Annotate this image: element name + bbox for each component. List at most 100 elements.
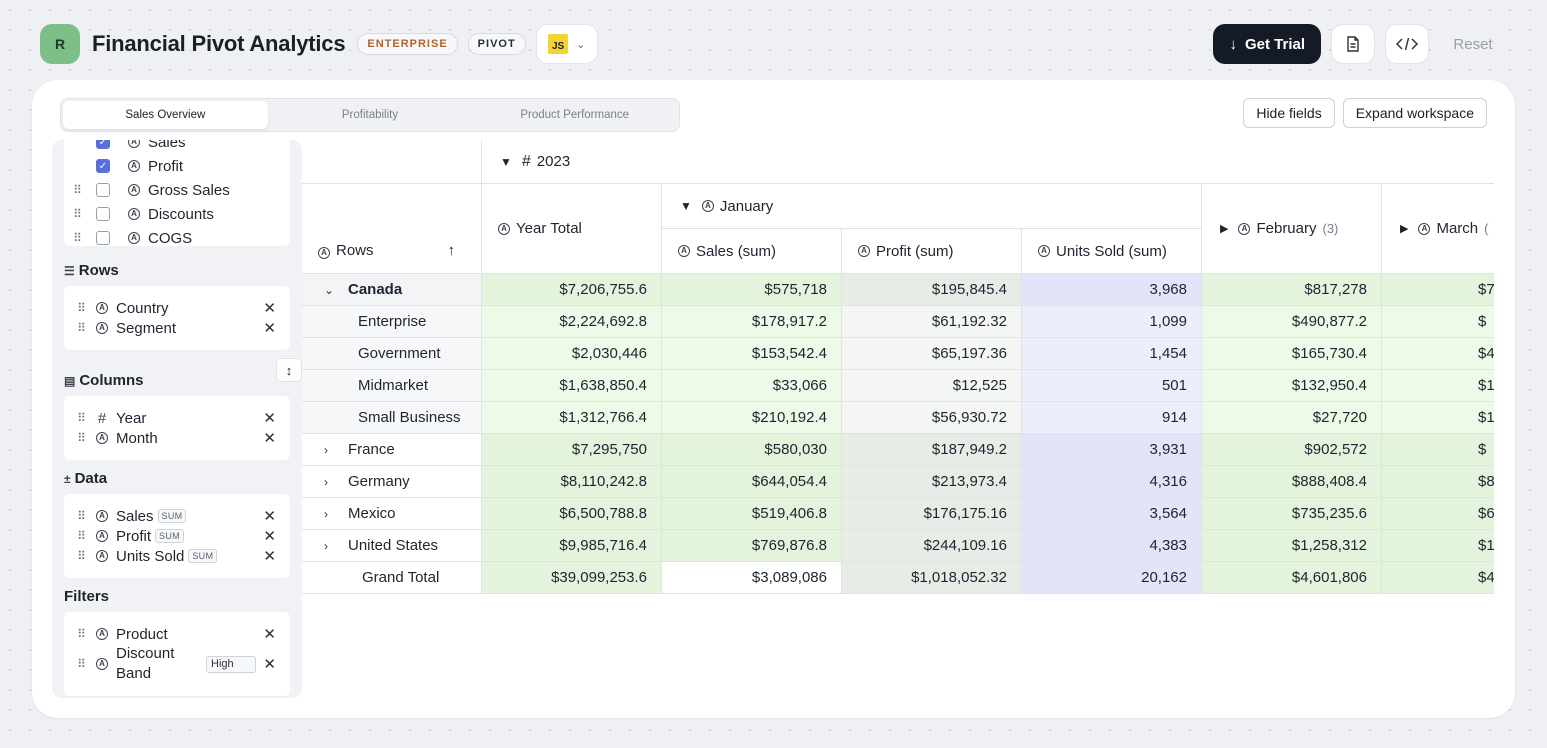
month-header-january[interactable]: ▼ A January: [662, 184, 1202, 229]
remove-icon[interactable]: ✕: [263, 656, 276, 673]
aggregation-tag[interactable]: SUM: [155, 529, 184, 543]
language-select[interactable]: JS ⌄: [535, 24, 598, 64]
value-cell[interactable]: $61,192.32: [842, 306, 1022, 338]
expand-chevron-icon[interactable]: ›: [324, 538, 328, 553]
value-cell[interactable]: 1,099: [1022, 306, 1202, 338]
aggregation-tag[interactable]: SUM: [188, 549, 218, 563]
value-cell[interactable]: $1,018,052.32: [842, 562, 1022, 594]
value-cell[interactable]: $165,730.4: [1202, 338, 1382, 370]
row-header[interactable]: Midmarket: [302, 370, 482, 402]
data-item[interactable]: ⠿ A Sales SUM ✕: [76, 506, 302, 526]
value-cell[interactable]: $33,066: [662, 370, 842, 402]
drag-handle-icon[interactable]: ⠿: [77, 321, 86, 335]
filter-value-select[interactable]: High: [206, 655, 256, 673]
measure-header[interactable]: A Profit (sum): [842, 229, 1022, 274]
row-header[interactable]: Government: [302, 338, 482, 370]
value-cell[interactable]: $: [1382, 434, 1494, 466]
get-trial-button[interactable]: ↓ Get Trial: [1213, 24, 1321, 64]
remove-icon[interactable]: ✕: [263, 548, 276, 565]
value-cell[interactable]: $2,224,692.8: [482, 306, 662, 338]
value-cell[interactable]: 501: [1022, 370, 1202, 402]
drag-handle-icon[interactable]: ⠿: [77, 549, 86, 563]
expand-chevron-icon[interactable]: ›: [324, 506, 328, 521]
value-cell[interactable]: $67: [1382, 498, 1494, 530]
collapse-chevron-icon[interactable]: ⌄: [324, 282, 335, 297]
value-cell[interactable]: $195,845.4: [842, 274, 1022, 306]
value-cell[interactable]: 1,454: [1022, 338, 1202, 370]
drag-handle-icon[interactable]: ⠿: [77, 529, 86, 543]
year-header[interactable]: ▼ # 2023: [482, 140, 1494, 184]
value-cell[interactable]: $132,950.4: [1202, 370, 1382, 402]
checkbox-discounts[interactable]: [96, 207, 110, 221]
checkbox-cogs[interactable]: [96, 231, 110, 245]
value-cell[interactable]: $7,206,755.6: [482, 274, 662, 306]
drag-handle-icon[interactable]: ⠿: [77, 657, 86, 671]
remove-icon[interactable]: ✕: [263, 528, 276, 545]
value-cell[interactable]: $213,973.4: [842, 466, 1022, 498]
filter-item[interactable]: ⠿ A Product ✕: [76, 624, 302, 644]
rows-item[interactable]: ⠿ A Segment ✕: [76, 318, 302, 338]
value-cell[interactable]: $10: [1382, 402, 1494, 434]
value-cell[interactable]: $1,258,312: [1202, 530, 1382, 562]
row-header[interactable]: Enterprise: [302, 306, 482, 338]
remove-icon[interactable]: ✕: [263, 410, 276, 427]
value-cell[interactable]: $888,408.4: [1202, 466, 1382, 498]
avatar[interactable]: R: [40, 24, 80, 64]
expand-workspace-button[interactable]: Expand workspace: [1342, 98, 1487, 128]
drag-handle-icon[interactable]: ⠿: [77, 509, 86, 523]
remove-icon[interactable]: ✕: [263, 320, 276, 337]
value-cell[interactable]: $769,876.8: [662, 530, 842, 562]
value-cell[interactable]: $1,638,850.4: [482, 370, 662, 402]
value-cell[interactable]: $1,312,766.4: [482, 402, 662, 434]
hide-fields-button[interactable]: Hide fields: [1243, 98, 1335, 128]
checkbox-profit[interactable]: ✓: [96, 159, 110, 173]
expand-triangle-icon[interactable]: ▶: [1220, 223, 1229, 235]
value-cell[interactable]: 3,931: [1022, 434, 1202, 466]
value-cell[interactable]: $56,930.72: [842, 402, 1022, 434]
value-cell[interactable]: $902,572: [1202, 434, 1382, 466]
value-cell[interactable]: 4,316: [1022, 466, 1202, 498]
drag-handle-icon[interactable]: ⠿: [77, 301, 86, 315]
value-cell[interactable]: 20,162: [1022, 562, 1202, 594]
tab-product-performance[interactable]: Product Performance: [520, 109, 630, 121]
value-cell[interactable]: $83: [1382, 466, 1494, 498]
expand-chevron-icon[interactable]: ›: [324, 474, 328, 489]
drag-handle-icon[interactable]: ⠿: [73, 231, 82, 245]
month-header-march[interactable]: ▶ A March (: [1382, 184, 1494, 274]
measure-header[interactable]: A Sales (sum): [662, 229, 842, 274]
expand-triangle-icon[interactable]: ▶: [1400, 223, 1409, 235]
value-cell[interactable]: $575,718: [662, 274, 842, 306]
sort-arrow-icon[interactable]: ↑: [447, 242, 456, 259]
value-cell[interactable]: $74: [1382, 274, 1494, 306]
value-cell[interactable]: $8,110,242.8: [482, 466, 662, 498]
code-button[interactable]: [1385, 24, 1429, 64]
row-header[interactable]: Grand Total: [302, 562, 482, 594]
rows-item[interactable]: ⠿ A Country ✕: [76, 298, 302, 318]
aggregation-tag[interactable]: SUM: [157, 509, 187, 523]
docs-button[interactable]: [1331, 24, 1375, 64]
filter-item[interactable]: ⠿ A Discount Band High ✕: [76, 645, 302, 682]
value-cell[interactable]: $9,985,716.4: [482, 530, 662, 562]
value-cell[interactable]: 4,383: [1022, 530, 1202, 562]
value-cell[interactable]: 3,564: [1022, 498, 1202, 530]
data-item[interactable]: ⠿ A Profit SUM ✕: [76, 526, 302, 546]
remove-icon[interactable]: ✕: [263, 626, 276, 643]
drag-handle-icon[interactable]: ⠿: [73, 207, 82, 221]
value-cell[interactable]: $817,278: [1202, 274, 1382, 306]
value-cell[interactable]: $4,601,806: [1202, 562, 1382, 594]
value-cell[interactable]: $39,099,253.6: [482, 562, 662, 594]
collapse-triangle-icon[interactable]: ▼: [500, 154, 512, 169]
value-cell[interactable]: $1,13: [1382, 530, 1494, 562]
measure-header[interactable]: A Units Sold (sum): [1022, 229, 1202, 274]
value-cell[interactable]: $178,917.2: [662, 306, 842, 338]
value-cell[interactable]: $2,030,446: [482, 338, 662, 370]
value-cell[interactable]: $: [1382, 306, 1494, 338]
columns-item[interactable]: ⠿ A Month ✕: [76, 428, 302, 448]
value-cell[interactable]: $1: [1382, 370, 1494, 402]
drag-handle-icon[interactable]: ⠿: [77, 627, 86, 641]
tab-sales-overview[interactable]: Sales Overview: [63, 101, 268, 129]
value-cell[interactable]: $244,109.16: [842, 530, 1022, 562]
year-total-header[interactable]: A Year Total: [482, 184, 662, 274]
tab-profitability[interactable]: Profitability: [341, 109, 399, 121]
row-header[interactable]: ⌄ Canada: [302, 274, 482, 306]
